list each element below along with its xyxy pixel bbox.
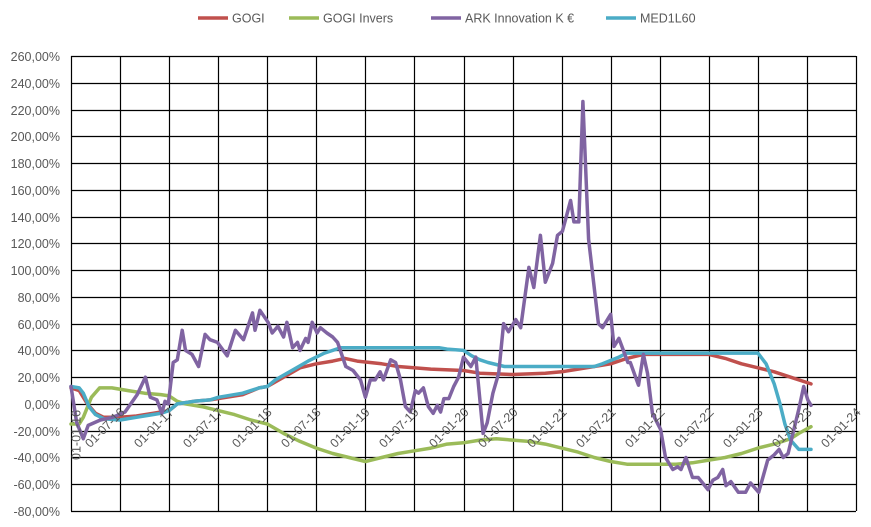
y-tick-label: 160,00%	[11, 184, 60, 198]
y-tick-label: 80,00%	[18, 291, 60, 305]
legend-label: GOGI	[232, 12, 265, 26]
y-tick-label: 20,00%	[18, 371, 60, 385]
y-tick-label: -40,00%	[13, 451, 60, 465]
y-tick-label: 220,00%	[11, 104, 60, 118]
y-tick-label: 40,00%	[18, 344, 60, 358]
y-tick-label: 240,00%	[11, 77, 60, 91]
y-axis-ticks: 260,00% 240,00% 220,00% 200,00% 180,00% 160,0…	[11, 50, 60, 519]
y-tick-label: 120,00%	[11, 237, 60, 251]
x-tick-label: 01-01-16	[70, 410, 84, 460]
y-tick-label: 200,00%	[11, 130, 60, 144]
y-tick-label: -20,00%	[13, 425, 60, 439]
y-tick-label: 140,00%	[11, 211, 60, 225]
y-tick-label: 0,00%	[25, 398, 60, 412]
series-lines	[69, 99, 813, 495]
series-line-med1l60	[69, 345, 813, 452]
legend-label: GOGI Invers	[323, 12, 393, 26]
y-tick-label: 260,00%	[11, 50, 60, 64]
y-tick-label: 60,00%	[18, 318, 60, 332]
series-line-gogi-invers	[69, 386, 813, 466]
y-tick-label: -60,00%	[13, 478, 60, 492]
y-tick-label: -80,00%	[13, 505, 60, 519]
legend-label: ARK Innovation K €	[465, 12, 574, 26]
legend-label: MED1L60	[640, 12, 696, 26]
legend: GOGI GOGI Invers ARK Innovation K € MED1L60	[198, 12, 696, 26]
y-tick-label: 180,00%	[11, 157, 60, 171]
y-tick-label: 100,00%	[11, 264, 60, 278]
series-line-ark-innovation-k	[69, 99, 813, 495]
